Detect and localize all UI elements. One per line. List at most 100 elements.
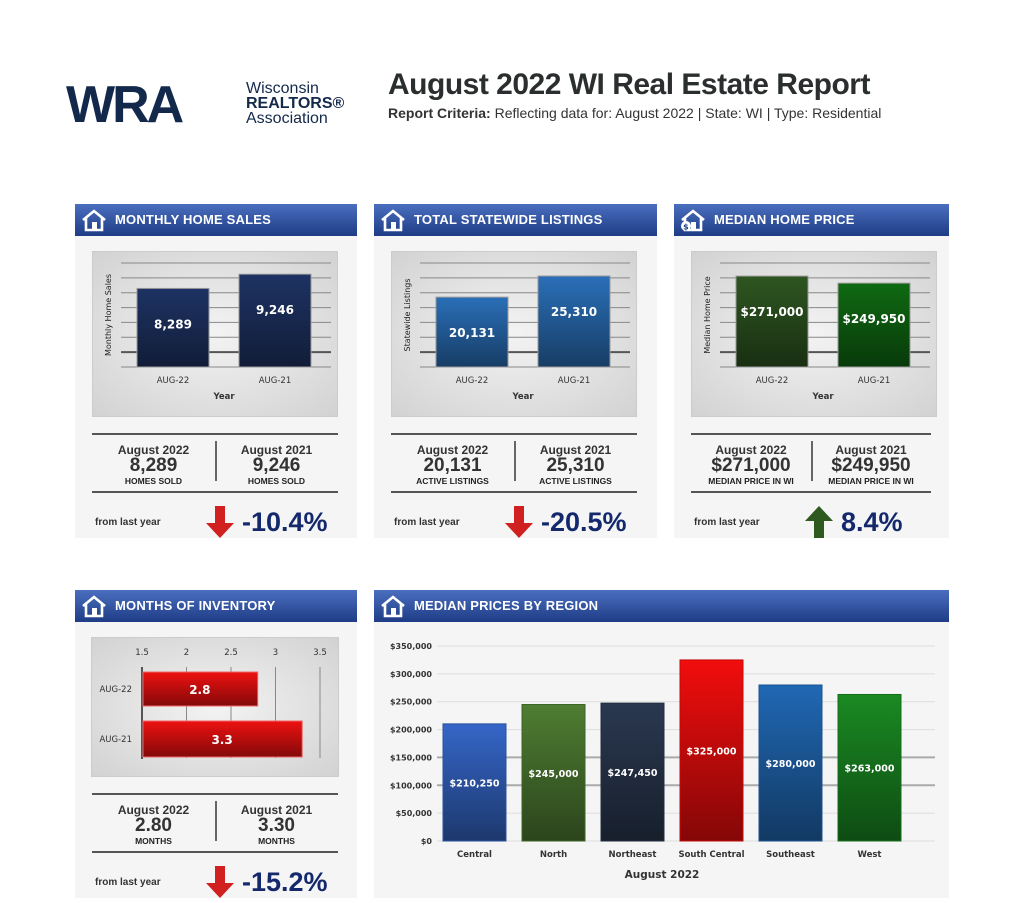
stat-unit: MEDIAN PRICE IN WI [828, 476, 914, 486]
data-label: $271,000 [740, 305, 803, 319]
svg-text:$: $ [683, 223, 689, 232]
bar-southeast [758, 684, 823, 842]
bar-aug-22 [435, 296, 509, 368]
category-label: Central [457, 850, 492, 860]
panel-title: MONTHS OF INVENTORY [115, 598, 276, 613]
change-percent: 8.4% [841, 507, 903, 537]
tick-label: 2 [184, 648, 189, 658]
category-label: AUG-22 [456, 376, 489, 386]
y-tick-label: $250,000 [390, 698, 432, 707]
panel-header: MONTHLY HOME SALES [75, 204, 357, 236]
stat-value: 25,310 [546, 455, 605, 476]
bar-central [442, 723, 507, 842]
house-dollar-icon: $ [681, 209, 705, 232]
y-tick-label: $100,000 [390, 781, 432, 790]
bar-aug-22 [735, 275, 809, 368]
stat-unit: MEDIAN PRICE IN WI [708, 476, 794, 486]
category-label: AUG-21 [858, 376, 891, 386]
tick-label: 2.5 [224, 648, 238, 658]
stat-unit: MONTHS [258, 836, 295, 846]
chart-2: Median Home Price $271,000 AUG-22 $249,950 A… [691, 251, 937, 417]
data-label: $263,000 [845, 764, 895, 775]
stat-unit: HOMES SOLD [124, 476, 183, 486]
logo-line: Association [246, 110, 328, 127]
panel-title: MEDIAN HOME PRICE [714, 212, 855, 227]
house-icon [381, 595, 405, 618]
stat-value: 3.30 [258, 815, 295, 836]
logo-line: Wisconsin [246, 80, 319, 97]
report-criteria: Report Criteria: Reflecting data for: Au… [388, 105, 881, 121]
chart-inventory: 1.5 2 2.5 3 3.5 2.8 AUG-22 3.3 AUG-21 [91, 637, 339, 777]
stat-value: 9,246 [252, 455, 301, 476]
bar-west [837, 693, 902, 842]
stat-period: August 2021 [240, 803, 313, 817]
y-tick-label: $0 [421, 837, 433, 846]
right-stat: August 2021 $249,950 MEDIAN PRICE IN WI [811, 435, 931, 486]
category-label: AUG-22 [756, 376, 789, 386]
left-stat: August 2022 20,131 ACTIVE LISTINGS [391, 435, 514, 486]
chart-region: $0 $50,000 $100,000 $150,000 $200,000 $250,00… [390, 642, 935, 881]
logo-line: REALTORS® [246, 95, 345, 112]
right-stat: August 2021 3.30 MONTHS [215, 795, 338, 846]
left-stat: August 2022 8,289 HOMES SOLD [92, 435, 215, 486]
y-axis-label: Median Home Price [703, 276, 712, 353]
data-label: $245,000 [529, 769, 579, 780]
data-label: 8,289 [154, 317, 192, 331]
year-over-year-change: from last year 8.4% [691, 504, 937, 540]
panel-header: MEDIAN PRICES BY REGION [374, 590, 949, 622]
stat-value: 20,131 [423, 455, 482, 476]
category-label: AUG-21 [259, 376, 292, 386]
panel-header: MONTHS OF INVENTORY [75, 590, 357, 622]
divider [514, 441, 516, 481]
data-label: $325,000 [687, 746, 737, 757]
data-label: 2.8 [189, 683, 210, 697]
stat-value: $271,000 [711, 455, 791, 476]
wra-logo: WRA Wisconsin REALTORS® Association [66, 79, 356, 131]
data-label: $249,950 [842, 312, 905, 326]
stat-value: 8,289 [129, 455, 178, 476]
arrow-down-icon [206, 506, 234, 538]
year-over-year-change: from last year -15.2% [92, 864, 338, 900]
data-label: 20,131 [449, 326, 495, 340]
stat-period: August 2022 [715, 443, 787, 457]
change-percent: -20.5% [541, 507, 627, 537]
left-stat: August 2022 $271,000 MEDIAN PRICE IN WI [691, 435, 811, 486]
criteria-text: Reflecting data for: August 2022 | State… [494, 105, 882, 121]
panel-title: MONTHLY HOME SALES [115, 212, 272, 227]
arrow-up-icon [805, 506, 833, 538]
change-percent: -10.4% [242, 507, 328, 537]
change-label: from last year [95, 517, 161, 528]
data-label: 9,246 [256, 303, 294, 317]
x-axis-label: Year [811, 392, 834, 402]
houses-icon [82, 595, 106, 618]
panel-title: MEDIAN PRICES BY REGION [414, 598, 599, 613]
data-label: $210,250 [450, 778, 500, 789]
x-axis-label: Year [511, 392, 534, 402]
panel-header: TOTAL STATEWIDE LISTINGS [374, 204, 657, 236]
chart-0: Monthly Home Sales 8,289 AUG-22 9,246 AUG-21… [92, 251, 338, 417]
y-tick-label: $50,000 [396, 809, 433, 818]
category-label: AUG-21 [558, 376, 591, 386]
change-label: from last year [95, 877, 161, 888]
stats-comparison: August 2022 20,131 ACTIVE LISTINGS August 2… [391, 433, 637, 493]
stat-unit: HOMES SOLD [247, 476, 306, 486]
divider [215, 801, 217, 841]
panel-header: $ MEDIAN HOME PRICE [674, 204, 949, 236]
divider [215, 441, 217, 481]
category-label: AUG-22 [157, 376, 190, 386]
change-percent: -15.2% [242, 867, 328, 897]
y-axis-label: Monthly Home Sales [104, 274, 113, 356]
y-tick-label: $350,000 [390, 642, 432, 651]
criteria-label: Report Criteria: [388, 105, 491, 121]
page-title: August 2022 WI Real Estate Report [388, 68, 870, 101]
y-tick-label: $200,000 [390, 726, 432, 735]
right-stat: August 2021 9,246 HOMES SOLD [215, 435, 338, 486]
panel-title: TOTAL STATEWIDE LISTINGS [414, 212, 603, 227]
panel-total-statewide-listings: TOTAL STATEWIDE LISTINGS Statewide Listin… [374, 204, 657, 538]
category-label: South Central [678, 850, 744, 860]
change-label: from last year [694, 517, 760, 528]
category-label: North [540, 850, 567, 860]
bar-aug-21 [837, 282, 911, 368]
tick-label: 3 [273, 648, 278, 658]
stats-comparison: August 2022 2.80 MONTHS August 2021 3.30 MONT… [92, 793, 338, 853]
